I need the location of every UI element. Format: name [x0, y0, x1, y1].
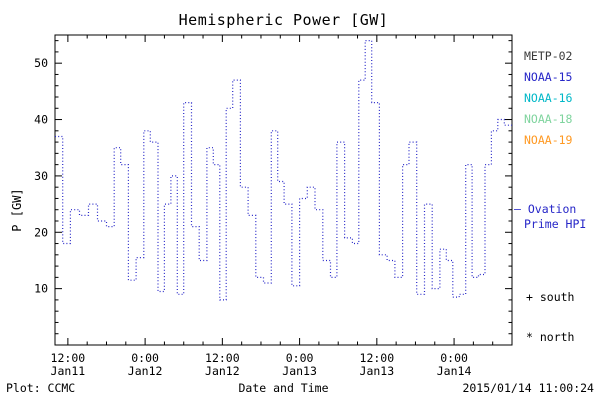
x-tick-time-label: 0:00 — [131, 351, 159, 365]
y-tick-label: 30 — [34, 169, 48, 183]
x-tick-time-label: 12:00 — [51, 351, 86, 365]
legend-satellite-list: METP-02 NOAA-15 NOAA-16 NOAA-18 NOAA-19 — [524, 46, 572, 151]
legend-marker-list: + south * north — [526, 291, 574, 371]
legend-ovation-line2: Prime HPI — [524, 216, 587, 231]
x-tick-date-label: Jan12 — [128, 364, 163, 378]
x-tick-date-label: Jan13 — [282, 364, 317, 378]
legend-satellite-label: METP-02 — [524, 49, 573, 63]
y-tick-label: 50 — [34, 56, 48, 70]
legend-ovation-line1: — Ovation — [514, 202, 577, 216]
plot-frame — [54, 34, 513, 346]
legend-satellite-label: NOAA-15 — [524, 70, 573, 84]
legend-satellite-label: NOAA-18 — [524, 112, 573, 126]
x-tick-date-label: Jan13 — [360, 364, 395, 378]
x-axis-title: Date and Time — [238, 381, 329, 395]
plot-source-label: Plot: CCMC — [6, 381, 76, 395]
x-tick-time-label: 0:00 — [286, 351, 314, 365]
legend-ovation-entry: — Ovation Prime HPI — [514, 202, 586, 231]
y-tick-label: 10 — [34, 282, 48, 296]
legend-satellite-label: NOAA-16 — [524, 91, 573, 105]
y-tick-label: 40 — [34, 113, 48, 127]
legend-marker-north: * north — [526, 330, 575, 344]
x-tick-time-label: 12:00 — [360, 351, 395, 365]
x-tick-date-label: Jan11 — [51, 364, 86, 378]
x-tick-date-label: Jan14 — [437, 364, 472, 378]
x-tick-date-label: Jan12 — [205, 364, 240, 378]
chart-title: Hemispheric Power [GW] — [178, 11, 389, 29]
plot-timestamp: 2015/01/14 11:00:24 — [462, 381, 594, 395]
hpi-series-path — [55, 40, 512, 301]
x-tick-time-label: 0:00 — [440, 351, 468, 365]
legend-marker-south: + south — [526, 290, 575, 304]
legend-satellite-label: NOAA-19 — [524, 133, 573, 147]
x-tick-time-label: 12:00 — [205, 351, 240, 365]
y-tick-label: 20 — [34, 225, 48, 239]
